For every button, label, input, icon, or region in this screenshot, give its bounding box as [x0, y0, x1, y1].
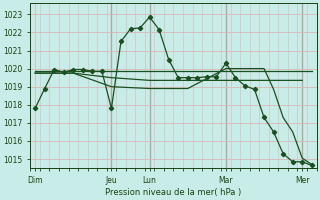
- X-axis label: Pression niveau de la mer( hPa ): Pression niveau de la mer( hPa ): [105, 188, 242, 197]
